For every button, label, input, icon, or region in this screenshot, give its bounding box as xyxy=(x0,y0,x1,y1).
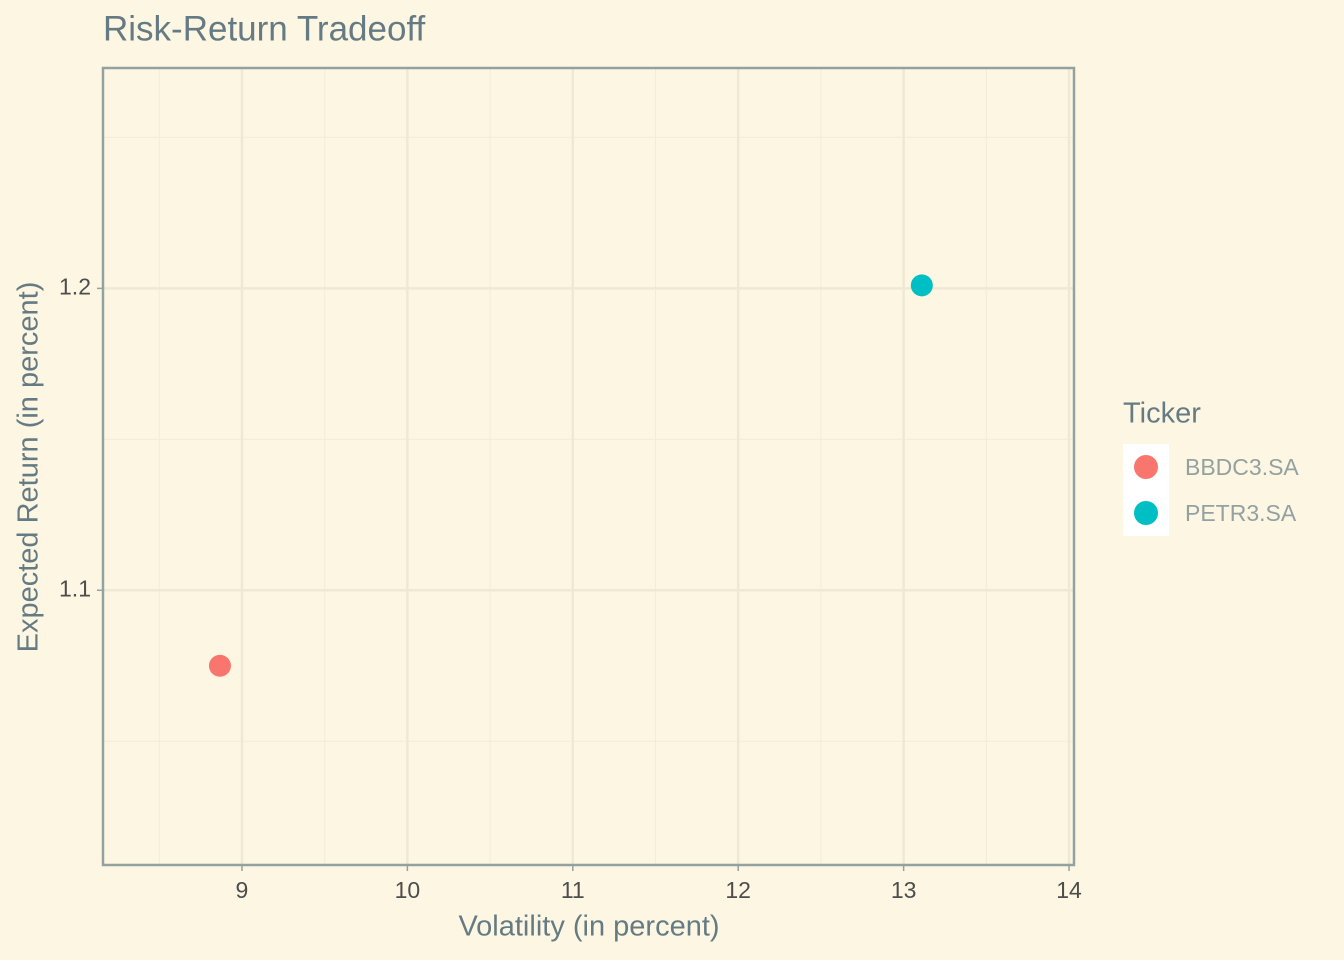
y-tick-label: 1.1 xyxy=(59,575,91,601)
legend-marker xyxy=(1134,455,1158,479)
point xyxy=(910,274,933,297)
legend-marker xyxy=(1134,501,1158,525)
y-tick-label: 1.2 xyxy=(59,273,91,299)
x-tick-label: 9 xyxy=(236,877,249,903)
x-tick-label: 11 xyxy=(561,877,585,903)
x-tick-label: 10 xyxy=(395,877,421,903)
legend-label: BBDC3.SA xyxy=(1185,454,1299,480)
legend-title: Ticker xyxy=(1123,398,1201,430)
x-axis-label: Volatility (in percent) xyxy=(458,911,719,943)
x-tick-label: 14 xyxy=(1056,877,1082,903)
legend-label: PETR3.SA xyxy=(1185,500,1297,526)
point xyxy=(208,654,231,677)
x-tick-label: 13 xyxy=(891,877,917,903)
x-tick-label: 12 xyxy=(725,877,751,903)
y-axis-label: Expected Return (in percent) xyxy=(13,282,45,653)
plot-border xyxy=(101,66,1076,867)
chart-title: Risk-Return Tradeoff xyxy=(103,9,426,48)
